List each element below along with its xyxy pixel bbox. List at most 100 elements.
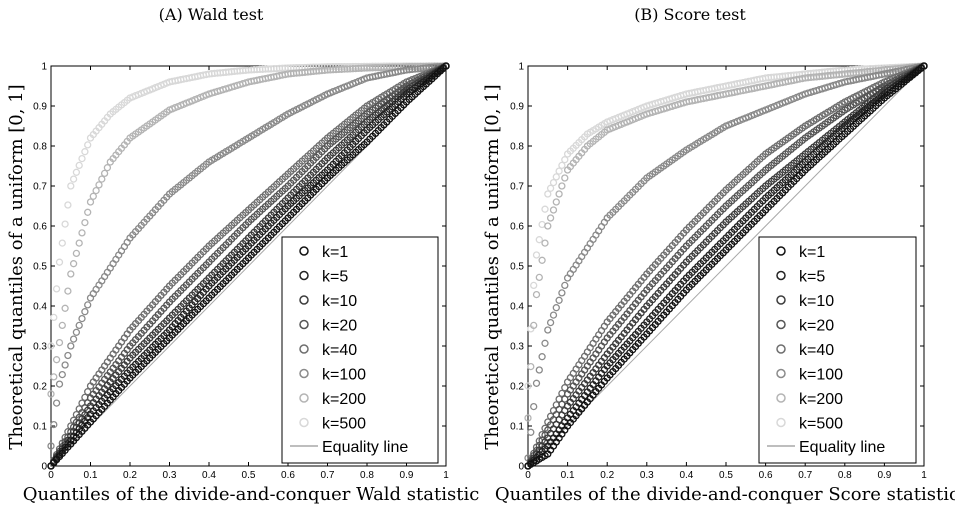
x-tick-label: 0.2 <box>600 470 614 481</box>
x-tick-label: 0.8 <box>360 470 374 481</box>
y-tick-label: 0 <box>41 462 47 473</box>
data-point <box>64 351 72 360</box>
legend-label: k=20 <box>799 318 834 335</box>
x-tick-label: 0.8 <box>838 470 852 481</box>
data-point <box>98 175 106 183</box>
data-point <box>52 356 61 364</box>
data-point <box>55 380 64 388</box>
data-point <box>558 182 566 190</box>
data-point <box>61 220 69 228</box>
x-axis-label: Quantiles of the divide-and-conquer Wald… <box>23 484 480 505</box>
y-tick-label: 0.9 <box>33 102 47 113</box>
data-point <box>61 304 69 312</box>
data-point <box>67 342 75 350</box>
legend-label: k=1 <box>322 244 348 261</box>
legend-marker <box>776 270 786 281</box>
legend-label: k=200 <box>799 391 843 408</box>
data-point <box>541 239 549 247</box>
data-point <box>78 229 86 237</box>
data-point <box>58 370 66 379</box>
legend-label: k=500 <box>799 416 843 433</box>
x-axis-label: Quantiles of the divide-and-conquer Scor… <box>495 484 955 505</box>
data-point <box>541 339 549 347</box>
data-point <box>95 181 103 189</box>
data-point <box>81 218 89 227</box>
data-point <box>544 326 552 334</box>
y-tick-label: 0.8 <box>510 142 524 153</box>
data-point <box>532 379 541 387</box>
series-k=1 <box>524 62 928 470</box>
data-point <box>89 192 97 200</box>
data-point <box>50 420 58 429</box>
data-point <box>84 388 92 396</box>
x-tick-label: 0.7 <box>321 470 335 481</box>
data-point <box>530 402 538 411</box>
data-point <box>72 168 81 176</box>
data-point <box>524 382 532 390</box>
data-point <box>55 338 64 347</box>
data-point <box>532 251 541 259</box>
data-point <box>58 321 66 330</box>
data-point <box>535 366 543 374</box>
legend-label: k=10 <box>799 293 834 310</box>
data-point <box>527 428 535 436</box>
data-point <box>532 290 541 299</box>
y-tick-label: 0.3 <box>33 342 47 353</box>
data-point <box>546 184 555 192</box>
x-tick-label: 1 <box>921 470 927 481</box>
x-tick-label: 0.1 <box>561 470 575 481</box>
data-point <box>544 190 552 198</box>
y-tick-label: 0.1 <box>33 422 47 433</box>
data-point <box>558 289 566 297</box>
data-point <box>72 328 81 336</box>
data-point <box>549 206 558 214</box>
data-point <box>92 186 100 195</box>
legend-marker <box>776 417 786 428</box>
data-point <box>67 182 75 190</box>
data-point <box>561 156 569 164</box>
data-point <box>549 311 558 319</box>
data-point <box>535 273 543 282</box>
x-tick-label: 0.6 <box>281 470 295 481</box>
data-point <box>541 205 549 213</box>
y-tick-label: 0.2 <box>510 382 524 393</box>
x-tick-label: 0.3 <box>640 470 654 481</box>
y-axis-label: Theoretical quantiles of a uniform [0, 1… <box>482 84 503 449</box>
data-point <box>64 201 72 209</box>
series-k=100 <box>524 62 928 462</box>
data-point <box>530 321 538 330</box>
legend-label: k=40 <box>799 342 834 359</box>
data-point <box>47 390 55 398</box>
panel-wald: (A) Wald test Quantiles of the divide-an… <box>6 5 479 505</box>
y-axis-label: Theoretical quantiles of a uniform [0, 1… <box>6 84 27 449</box>
x-tick-label: 0.4 <box>679 470 693 481</box>
x-tick-label: 0.4 <box>202 470 216 481</box>
legend-marker <box>776 246 786 256</box>
data-point <box>81 148 89 156</box>
legend-marker <box>776 368 786 379</box>
data-point <box>84 208 92 216</box>
x-tick-label: 0 <box>48 470 54 481</box>
data-point <box>558 161 566 170</box>
data-point <box>546 318 555 327</box>
data-point <box>100 169 109 178</box>
legend: k=1 k=5 k=10 k=20 k=40 k=100 k=200 k=500 Equalit… <box>281 236 439 464</box>
data-point <box>75 239 83 247</box>
y-tick-label: 0.2 <box>33 382 47 393</box>
x-tick-label: 0.1 <box>84 470 98 481</box>
legend-marker <box>299 270 309 281</box>
legend-label: k=1 <box>799 244 825 261</box>
data-point <box>78 154 86 163</box>
y-tick-label: 0.9 <box>510 102 524 113</box>
data-point <box>50 313 58 322</box>
data-point <box>561 281 569 290</box>
x-tick-label: 0.3 <box>163 470 177 481</box>
legend-marker <box>299 393 309 403</box>
data-point <box>555 167 563 175</box>
x-tick-label: 0.7 <box>798 470 812 481</box>
y-tick-label: 0.3 <box>510 342 524 353</box>
legend-label: Equality line <box>322 439 408 456</box>
panel-score: (B) Score test Quantiles of the divide-a… <box>482 5 955 505</box>
x-tick-label: 0.9 <box>877 470 891 481</box>
